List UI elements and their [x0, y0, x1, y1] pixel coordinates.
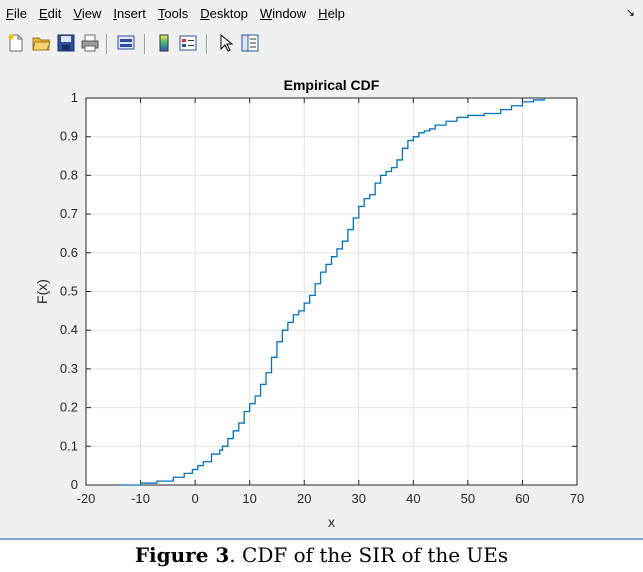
- menu-window[interactable]: Window: [259, 6, 307, 21]
- chart-title: Empirical CDF: [284, 77, 380, 93]
- x-tick-label: 70: [570, 491, 584, 506]
- save-icon[interactable]: [56, 33, 76, 53]
- x-tick-label: 20: [297, 491, 311, 506]
- x-tick-label: 30: [352, 491, 366, 506]
- plot-area: -20 -10 0 10 20 30 40 50 60 70 0 0.1 0.2 0.3 0.4 0.5 0.6…: [0, 60, 643, 538]
- ecdf-chart: -20 -10 0 10 20 30 40 50 60 70 0 0.1 0.2 0.3 0.4 0.5 0.6…: [34, 77, 584, 530]
- menu-help[interactable]: Help: [318, 6, 345, 21]
- toolbar-separator: [144, 34, 146, 54]
- menu-insert[interactable]: Insert: [113, 6, 146, 21]
- menu-tools[interactable]: Tools: [157, 6, 189, 21]
- new-figure-icon[interactable]: [6, 33, 26, 53]
- y-tick-label: 0.6: [60, 245, 78, 260]
- menu-file[interactable]: File: [6, 6, 27, 21]
- pointer-icon[interactable]: [216, 33, 236, 53]
- menu-edit[interactable]: Edit: [38, 6, 62, 21]
- colorbar-icon[interactable]: [154, 33, 174, 53]
- y-axis-label: F(x): [34, 279, 50, 304]
- y-tick-label: 0.1: [60, 438, 78, 453]
- x-tick-label: -20: [77, 491, 96, 506]
- print-icon[interactable]: [80, 33, 100, 53]
- y-tick-label: 1: [71, 90, 78, 105]
- y-tick-label: 0.8: [60, 167, 78, 182]
- legend-icon[interactable]: [178, 33, 198, 53]
- caption-text: . CDF of the SIR of the UEs: [229, 543, 509, 567]
- x-tick-label: 60: [515, 491, 529, 506]
- caption-label: Figure 3: [134, 543, 230, 567]
- x-axis-label: x: [328, 514, 335, 530]
- x-tick-label: -10: [131, 491, 150, 506]
- y-tick-label: 0.9: [60, 129, 78, 144]
- open-file-icon[interactable]: [31, 33, 51, 53]
- x-tick-label: 50: [461, 491, 475, 506]
- dock-arrow-icon[interactable]: ↘: [625, 7, 635, 19]
- y-tick-label: 0: [71, 477, 78, 492]
- x-tick-label: 40: [406, 491, 420, 506]
- y-tick-label: 0.5: [60, 284, 78, 299]
- y-tick-label: 0.4: [60, 322, 78, 337]
- toolbar: [0, 30, 643, 58]
- toolbar-separator: [106, 34, 108, 54]
- figure-window: File Edit View Insert Tools Desktop Wind…: [0, 0, 643, 540]
- x-tick-label: 0: [191, 491, 198, 506]
- y-tick-label: 0.2: [60, 400, 78, 415]
- figure-caption: Figure 3. CDF of the SIR of the UEs: [0, 543, 643, 567]
- y-tick-label: 0.7: [60, 206, 78, 221]
- menu-view[interactable]: View: [73, 6, 102, 21]
- y-tick-label: 0.3: [60, 361, 78, 376]
- menu-bar: File Edit View Insert Tools Desktop Wind…: [0, 0, 643, 28]
- property-editor-icon[interactable]: [240, 33, 260, 53]
- window-bottom-border: [0, 538, 643, 540]
- x-tick-label: 10: [242, 491, 256, 506]
- link-plot-icon[interactable]: [116, 33, 136, 53]
- toolbar-separator: [206, 34, 208, 54]
- menu-desktop[interactable]: Desktop: [200, 6, 248, 21]
- cdf-series-line: [118, 98, 545, 486]
